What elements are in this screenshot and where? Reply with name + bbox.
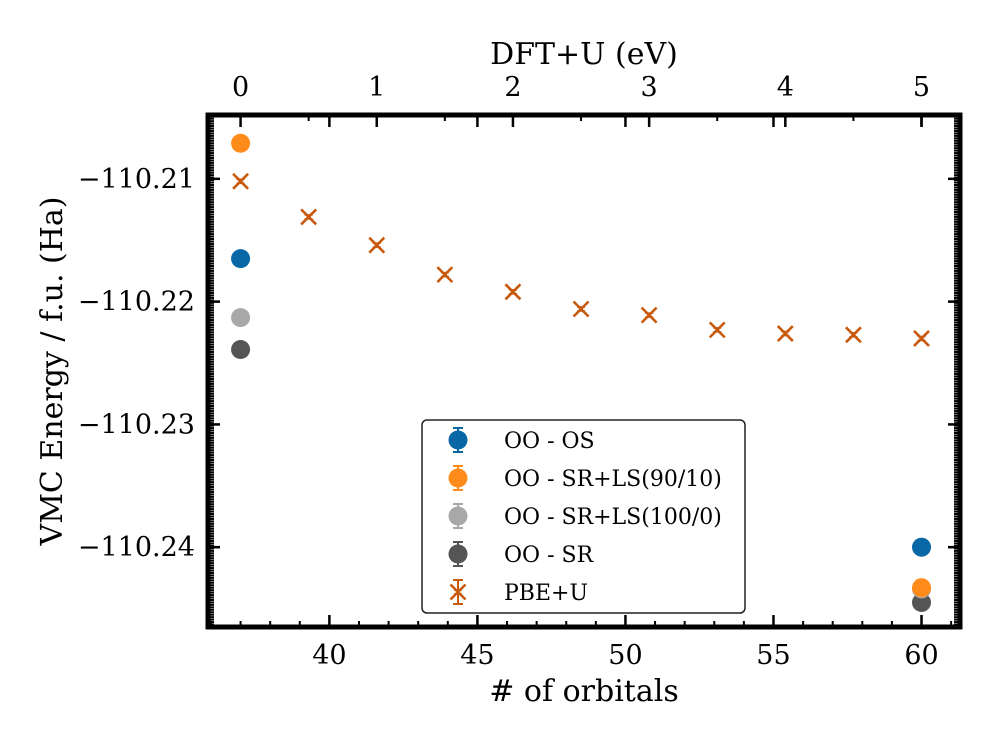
data-marks [231,133,932,612]
x-tick-label: 40 [312,640,346,671]
data-point-pbe-u [504,283,522,301]
x-marker-stroke [436,266,454,284]
data-point-pbe-u [368,236,386,254]
data-point-oo-sr [231,340,251,360]
x-marker-stroke [640,306,658,324]
legend-marker [448,544,468,564]
x-tick-label: 50 [608,640,642,671]
data-point-oo-os [231,249,251,269]
legend: OO - OS OO - SR+LS(90/10) OO - SR+LS(100/0… [421,419,746,614]
top-axis-title: DFT+U (eV) [490,37,678,72]
legend-label: OO - SR [504,543,595,568]
data-point-pbe-u [776,325,794,342]
x2-tick-label: 1 [368,72,385,103]
data-point-pbe-u [640,306,658,324]
y-tick-label: −110.23 [78,409,195,440]
x-tick-label: 55 [756,640,790,671]
data-point-oo-sr-ls-100-0- [231,308,251,328]
x-marker-stroke [504,283,522,301]
x-marker-stroke [572,300,590,318]
legend-marker [449,583,467,601]
x-tick-label: 45 [460,640,494,671]
x-marker-stroke [300,208,318,226]
legend-marker [448,430,468,450]
y-tick-label: −110.21 [78,164,195,195]
x2-tick-label: 0 [232,72,249,103]
x2-tick-label: 5 [913,72,930,103]
data-point-pbe-u [708,321,726,339]
data-point-oo-os [912,537,932,557]
tick-labels: 40 45 50 55 600 1 2 3 4 5−110.21−110.22−110.23−11… [78,72,939,671]
x-tick-label: 60 [904,640,938,671]
x-axis-title: # of orbitals [489,674,679,709]
data-point-pbe-u [232,172,249,190]
y-axis-title: VMC Energy / f.u. (Ha) [35,197,70,547]
data-point-pbe-u [436,266,454,284]
data-point-pbe-u [572,300,590,318]
x-marker-stroke [844,326,862,344]
y-tick-label: −110.24 [78,532,195,563]
x-marker-stroke [449,583,467,601]
data-point-pbe-u [844,326,862,344]
x-marker-stroke [776,325,794,342]
plot-frame [205,112,963,630]
legend-box [421,419,746,614]
y-tick-label: −110.22 [78,287,195,318]
data-point-oo-sr-ls-90-10- [912,578,932,598]
x2-tick-label: 2 [504,72,521,103]
legend-marker [448,506,468,526]
x2-tick-label: 3 [641,72,658,103]
legend-label: OO - OS [504,429,595,454]
x-marker-stroke [708,321,726,339]
legend-marker [448,468,468,488]
legend-label: PBE+U [504,581,588,606]
x2-tick-label: 4 [777,72,794,103]
x-marker-stroke [368,236,386,254]
x-marker-stroke [913,330,930,347]
data-point-pbe-u [300,208,318,226]
x-marker-stroke [232,172,249,190]
legend-label: OO - SR+LS(90/10) [504,467,722,492]
data-point-oo-sr [912,592,932,612]
legend-label: OO - SR+LS(100/0) [504,505,722,530]
data-point-oo-sr-ls-90-10- [231,133,251,153]
data-point-pbe-u [913,330,930,347]
